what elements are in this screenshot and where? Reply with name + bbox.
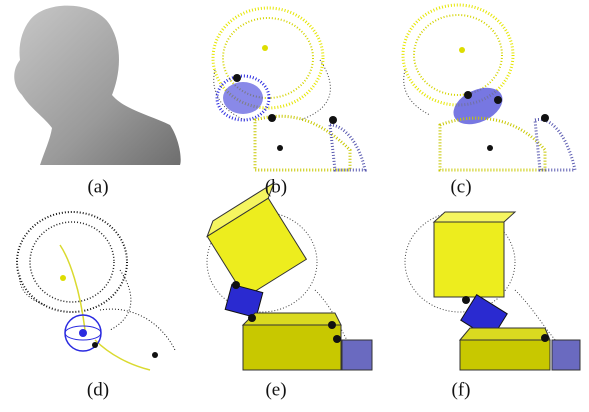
panel-d-image	[17, 212, 175, 370]
figure: (a) (b) (c) (d) (e) (f)	[0, 0, 589, 412]
caption: (b)	[265, 176, 287, 197]
caption: (d)	[87, 379, 109, 400]
figure-canvas: (a) (b) (c) (d) (e) (f)	[0, 0, 589, 412]
caption: (a)	[87, 176, 108, 197]
panel-c-image	[403, 5, 575, 170]
caption: (f)	[452, 379, 471, 400]
panel-f-image	[405, 212, 580, 370]
caption: (c)	[450, 176, 471, 197]
panel-e-image	[202, 183, 372, 370]
panel-b-image	[213, 8, 365, 170]
caption: (e)	[265, 379, 286, 400]
panel-a-image	[14, 6, 180, 165]
